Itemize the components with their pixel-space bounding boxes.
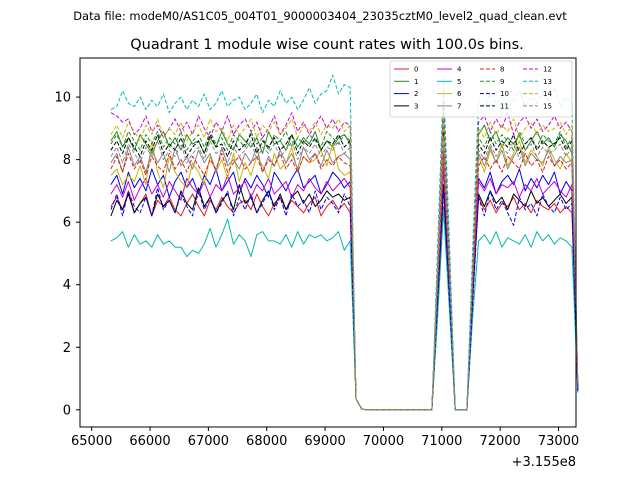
x-tick-label: 67000: [188, 434, 229, 449]
series-line-14: [110, 115, 579, 411]
legend-label-2: 2: [414, 90, 418, 98]
series-line-0: [110, 190, 579, 411]
y-tick-label: 2: [63, 341, 71, 356]
series-line-13: [110, 74, 579, 411]
legend-label-10: 10: [500, 90, 509, 98]
legend-label-14: 14: [543, 90, 552, 98]
x-tick-label: 66000: [129, 434, 170, 449]
y-tick-label: 0: [63, 403, 71, 418]
series-line-9: [110, 121, 579, 411]
legend-label-6: 6: [457, 90, 462, 98]
series-line-8: [110, 152, 579, 411]
legend-label-1: 1: [414, 78, 418, 86]
legend-label-0: 0: [414, 66, 418, 74]
x-tick-label: 71000: [421, 434, 462, 449]
legend-label-4: 4: [457, 66, 462, 74]
series-line-15: [110, 137, 579, 411]
legend-label-7: 7: [457, 102, 461, 110]
x-tick-label: 65000: [71, 434, 112, 449]
y-tick-label: 4: [63, 278, 71, 293]
legend-label-8: 8: [500, 66, 504, 74]
series-line-3: [110, 184, 579, 411]
legend-label-15: 15: [543, 102, 552, 110]
x-axis: 65000 66000 67000 68000 69000 70000 71000 72000…: [71, 427, 579, 449]
legend-label-13: 13: [543, 78, 552, 86]
y-tick-label: 6: [63, 216, 71, 231]
x-tick-label: 68000: [246, 434, 287, 449]
x-tick-label: 72000: [479, 434, 520, 449]
legend-label-9: 9: [500, 78, 504, 86]
x-tick-label: 73000: [538, 434, 579, 449]
legend-label-3: 3: [414, 102, 418, 110]
legend-box: [389, 60, 573, 118]
x-tick-label: 70000: [363, 434, 404, 449]
legend-label-5: 5: [457, 78, 461, 86]
axes-frame: [79, 57, 577, 428]
y-tick-label: 8: [63, 153, 71, 168]
x-tick-label: 69000: [304, 434, 345, 449]
legend-label-11: 11: [500, 102, 509, 110]
series-line-11: [110, 131, 579, 411]
chart-title: Quadrant 1 module wise count rates with …: [130, 37, 524, 53]
series-line-2: [110, 165, 579, 411]
series-layer: [110, 74, 579, 411]
x-offset-label: +3.155e8: [512, 455, 576, 470]
suptitle: Data file: modeM0/AS1C05_004T01_90000034…: [73, 9, 567, 23]
series-line-5: [110, 209, 579, 411]
y-tick-label: 10: [54, 91, 71, 106]
y-axis: 0 2 4 6 8 10: [54, 91, 80, 418]
series-line-10: [110, 187, 579, 411]
legend-label-12: 12: [543, 66, 552, 74]
series-line-12: [110, 99, 579, 411]
